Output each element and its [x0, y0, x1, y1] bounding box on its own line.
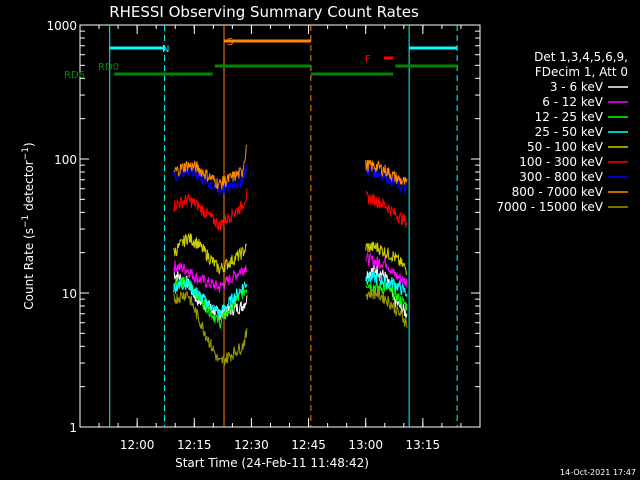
flag-bar-label: N — [162, 44, 169, 55]
y-axis-label: Count Rate (s−1 detector−1) — [21, 142, 36, 309]
y-tick-label: 1 — [69, 421, 77, 435]
legend-label: 50 - 100 keV — [527, 140, 604, 154]
series-line — [365, 190, 408, 228]
y-tick-label: 10 — [62, 287, 77, 301]
legend-label: 100 - 300 keV — [519, 155, 603, 169]
series-line — [365, 159, 408, 185]
chart-title: RHESSI Observing Summary Count Rates — [109, 3, 419, 21]
series-line — [173, 276, 248, 329]
flag-bar-label: RD6 — [64, 70, 85, 81]
series-line — [365, 252, 408, 289]
series-line — [173, 260, 248, 293]
legend-label: 7000 - 15000 keV — [496, 200, 603, 214]
y-axis-label-part: ) — [22, 142, 36, 147]
plot-area: N S F RD0 RD6 — [64, 24, 481, 428]
series-line — [173, 188, 248, 231]
y-tick-label: 100 — [54, 153, 77, 167]
y-axis-label-exponent: −1 — [21, 147, 31, 160]
y-tick-labels: 1 10 100 1000 — [46, 19, 77, 435]
series-line — [173, 163, 248, 196]
flag-bar-label: S — [227, 37, 233, 48]
flag-bar-label: F — [365, 54, 371, 65]
legend: Det 1,3,4,5,6,9, FDecim 1, Att 0 3 - 6 k… — [496, 50, 628, 214]
x-axis-label: Start Time (24-Feb-11 11:48:42) — [175, 456, 369, 470]
legend-header-line-1: Det 1,3,4,5,6,9, — [534, 50, 628, 64]
y-axis-label-part: detector — [22, 160, 36, 215]
x-tick-label: 13:15 — [406, 438, 441, 452]
x-tick-label: 13:00 — [348, 438, 383, 452]
legend-label: 6 - 12 keV — [542, 95, 604, 109]
legend-label: 800 - 7000 keV — [512, 185, 604, 199]
x-tick-label: 12:30 — [234, 438, 269, 452]
series-line — [173, 290, 248, 366]
y-axis-label-part: Count Rate (s — [22, 228, 36, 310]
x-tick-label: 12:00 — [120, 438, 155, 452]
footer-timestamp: 14-Oct-2021 17:47 — [560, 468, 636, 477]
series-line — [365, 241, 407, 276]
y-axis-label-exponent: −1 — [21, 215, 31, 228]
series-line — [173, 232, 248, 275]
legend-label: 300 - 800 keV — [519, 170, 603, 184]
series-line — [365, 287, 408, 328]
legend-header-line-2: FDecim 1, Att 0 — [535, 65, 628, 79]
x-tick-label: 12:15 — [177, 438, 212, 452]
legend-label: 12 - 25 keV — [535, 110, 604, 124]
series-line — [173, 144, 248, 190]
legend-label: 3 - 6 keV — [550, 80, 604, 94]
x-tick-label: 12:45 — [291, 438, 326, 452]
x-tick-labels: 12:00 12:15 12:30 12:45 13:00 13:15 — [120, 438, 440, 452]
series-line — [173, 277, 248, 318]
series-line — [365, 264, 408, 318]
flag-bar-label: RD0 — [98, 62, 119, 73]
series-line — [365, 163, 408, 195]
legend-label: 25 - 50 keV — [535, 125, 604, 139]
y-tick-label: 1000 — [46, 19, 77, 33]
plot-frame — [79, 24, 481, 428]
series-line — [365, 270, 408, 298]
